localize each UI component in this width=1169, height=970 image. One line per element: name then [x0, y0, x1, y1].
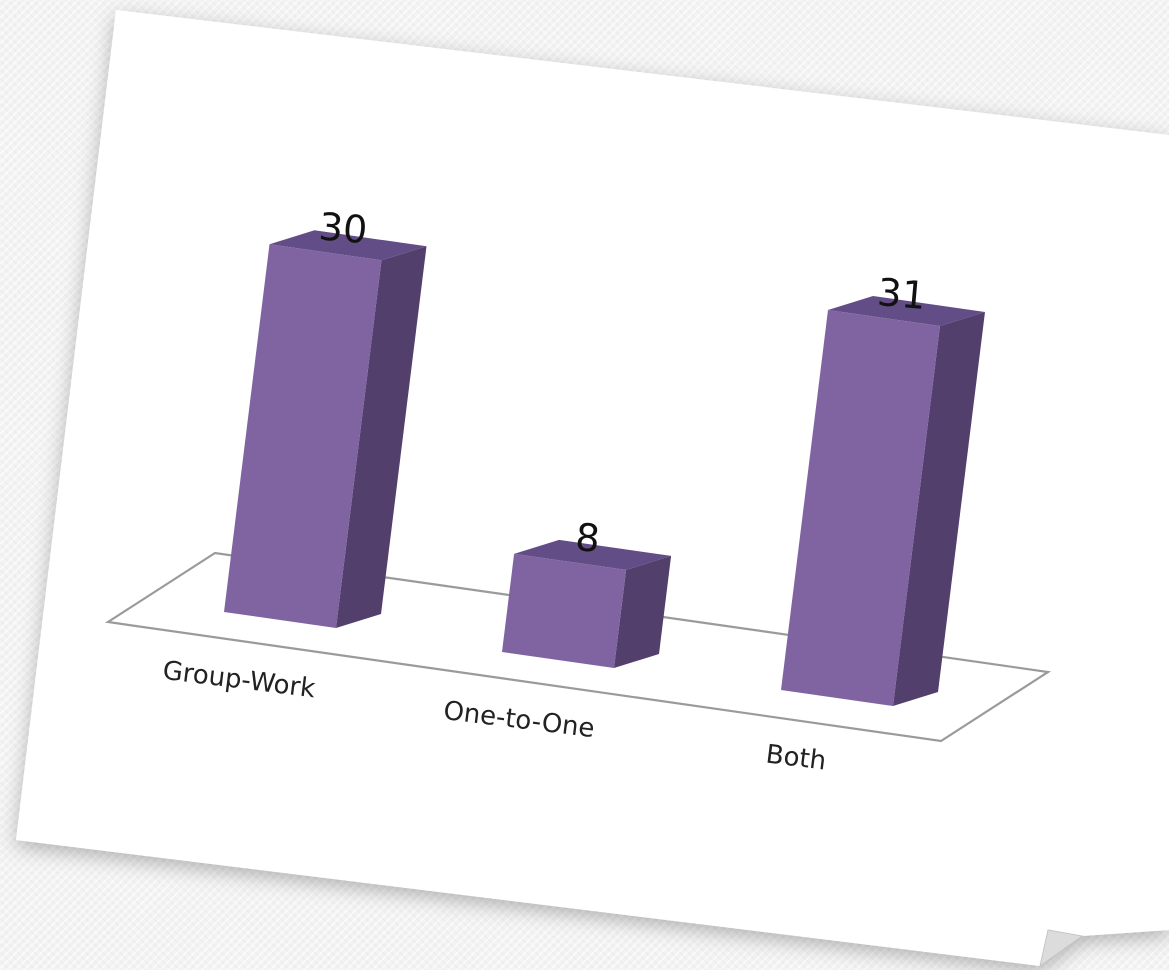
bar-value-label: 30 [317, 204, 369, 252]
paper-sheet [16, 10, 1169, 966]
bar-side-face [614, 555, 672, 668]
bar-top-face [269, 230, 427, 261]
bar-side-face [893, 312, 985, 706]
bar-top-face [514, 539, 672, 570]
bar-value-label: 8 [574, 515, 602, 561]
category-label: Both [764, 739, 828, 776]
bar-1 [502, 539, 672, 668]
bar-value-label: 31 [876, 270, 928, 318]
bar-0 [224, 230, 427, 629]
bar-front-face [224, 244, 382, 629]
bars-layer [224, 230, 985, 706]
bar-side-face [336, 246, 427, 629]
bar-front-face [781, 310, 940, 706]
page-curl [1039, 929, 1084, 968]
bar-front-face [502, 553, 627, 668]
bar-top-face [828, 296, 985, 326]
value-labels: 30 8 31 [317, 204, 928, 561]
bar-2 [781, 296, 985, 706]
